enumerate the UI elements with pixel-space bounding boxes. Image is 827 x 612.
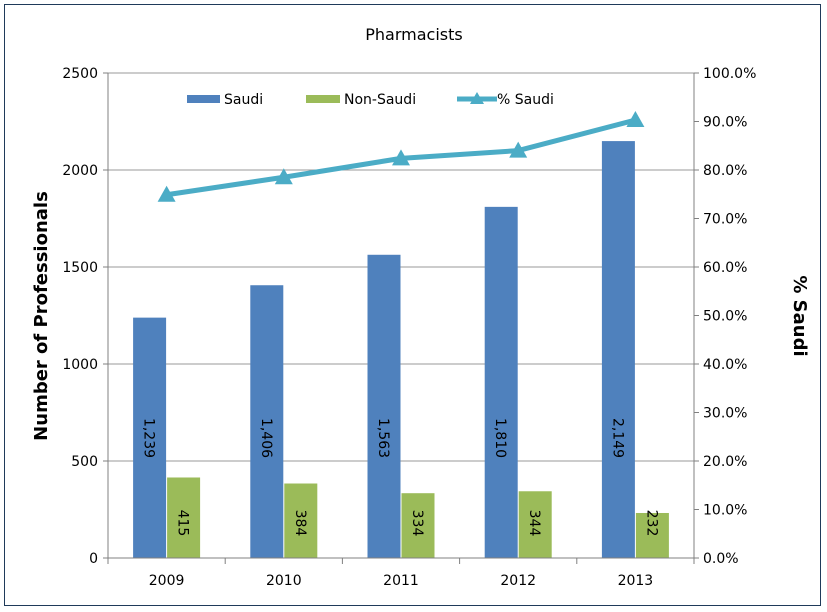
bar-saudi bbox=[484, 206, 518, 559]
data-label-non-saudi: 415 bbox=[175, 510, 191, 537]
y2-tick-label: 70.0% bbox=[703, 212, 747, 228]
percent-saudi-marker bbox=[157, 185, 176, 202]
y2-axis-label: % Saudi bbox=[789, 275, 810, 356]
data-label-saudi: 1,406 bbox=[258, 418, 274, 458]
bar-saudi bbox=[367, 254, 401, 558]
percent-line bbox=[157, 111, 645, 202]
y2-tick-label: 60.0% bbox=[703, 260, 747, 276]
y2-tick-label: 10.0% bbox=[703, 503, 747, 519]
percent-saudi-marker bbox=[626, 111, 645, 128]
data-label-saudi: 1,563 bbox=[375, 418, 391, 458]
x-tick-label: 2012 bbox=[500, 573, 536, 589]
percent-saudi-marker bbox=[392, 149, 410, 166]
bar-non-saudi bbox=[635, 512, 669, 558]
y2-tick-label: 50.0% bbox=[703, 309, 747, 325]
y-axis-label: Number of Professionals bbox=[31, 191, 52, 441]
legend-label-percent-saudi: % Saudi bbox=[497, 92, 554, 108]
bar-saudi bbox=[250, 285, 284, 558]
y-tick-label: 2000 bbox=[62, 163, 98, 179]
bar-non-saudi bbox=[518, 491, 552, 558]
bar-non-saudi bbox=[284, 483, 318, 558]
y2-tick-label: 90.0% bbox=[703, 115, 747, 131]
y2-tick-label: 0.0% bbox=[703, 551, 739, 567]
x-tick-label: 2010 bbox=[266, 573, 302, 589]
bar-non-saudi bbox=[167, 477, 201, 558]
bar-saudi bbox=[601, 141, 635, 558]
x-tick-label: 2009 bbox=[149, 573, 185, 589]
percent-saudi-marker bbox=[509, 141, 528, 158]
y-tick-label: 1500 bbox=[62, 260, 98, 276]
y-tick-label: 500 bbox=[71, 454, 98, 470]
y2-tick-label: 40.0% bbox=[703, 357, 747, 373]
y2-tick-label: 100.0% bbox=[703, 66, 756, 82]
legend-label-non-saudi: Non-Saudi bbox=[344, 92, 416, 108]
data-label-non-saudi: 232 bbox=[643, 510, 659, 537]
y-tick-label: 2500 bbox=[62, 66, 98, 82]
bars bbox=[133, 141, 669, 559]
data-label-non-saudi: 334 bbox=[409, 510, 425, 537]
legend-label-saudi: Saudi bbox=[224, 92, 263, 108]
y-tick-label: 0 bbox=[89, 551, 98, 567]
legend-swatch-saudi bbox=[187, 95, 220, 103]
axes: 0 500 1000 1500 2000 2500 0.0% 10.0% 20.0% 30.0% 4… bbox=[62, 66, 756, 589]
data-label-saudi: 1,239 bbox=[141, 418, 157, 458]
data-labels: 1,239 1,406 1,563 1,810 2,149 415 384 334 344 232 bbox=[141, 418, 660, 536]
y2-tick-label: 20.0% bbox=[703, 454, 747, 470]
gridlines bbox=[108, 72, 694, 462]
y2-tick-label: 80.0% bbox=[703, 163, 747, 179]
chart-title: Pharmacists bbox=[365, 25, 462, 44]
bar-saudi bbox=[133, 317, 167, 558]
data-label-saudi: 2,149 bbox=[609, 418, 625, 458]
y2-tick-label: 30.0% bbox=[703, 406, 747, 422]
bar-non-saudi bbox=[401, 493, 435, 558]
legend-marker-percent-saudi bbox=[470, 92, 484, 104]
x-tick-label: 2013 bbox=[618, 573, 654, 589]
legend-swatch-non-saudi bbox=[306, 95, 340, 103]
percent-saudi-marker bbox=[274, 168, 293, 185]
data-label-non-saudi: 384 bbox=[292, 510, 308, 537]
x-tick-label: 2011 bbox=[383, 573, 419, 589]
y-tick-label: 1000 bbox=[62, 357, 98, 373]
data-label-non-saudi: 344 bbox=[526, 510, 542, 537]
data-label-saudi: 1,810 bbox=[492, 418, 508, 458]
legend: Saudi Non-Saudi % Saudi bbox=[187, 92, 554, 108]
